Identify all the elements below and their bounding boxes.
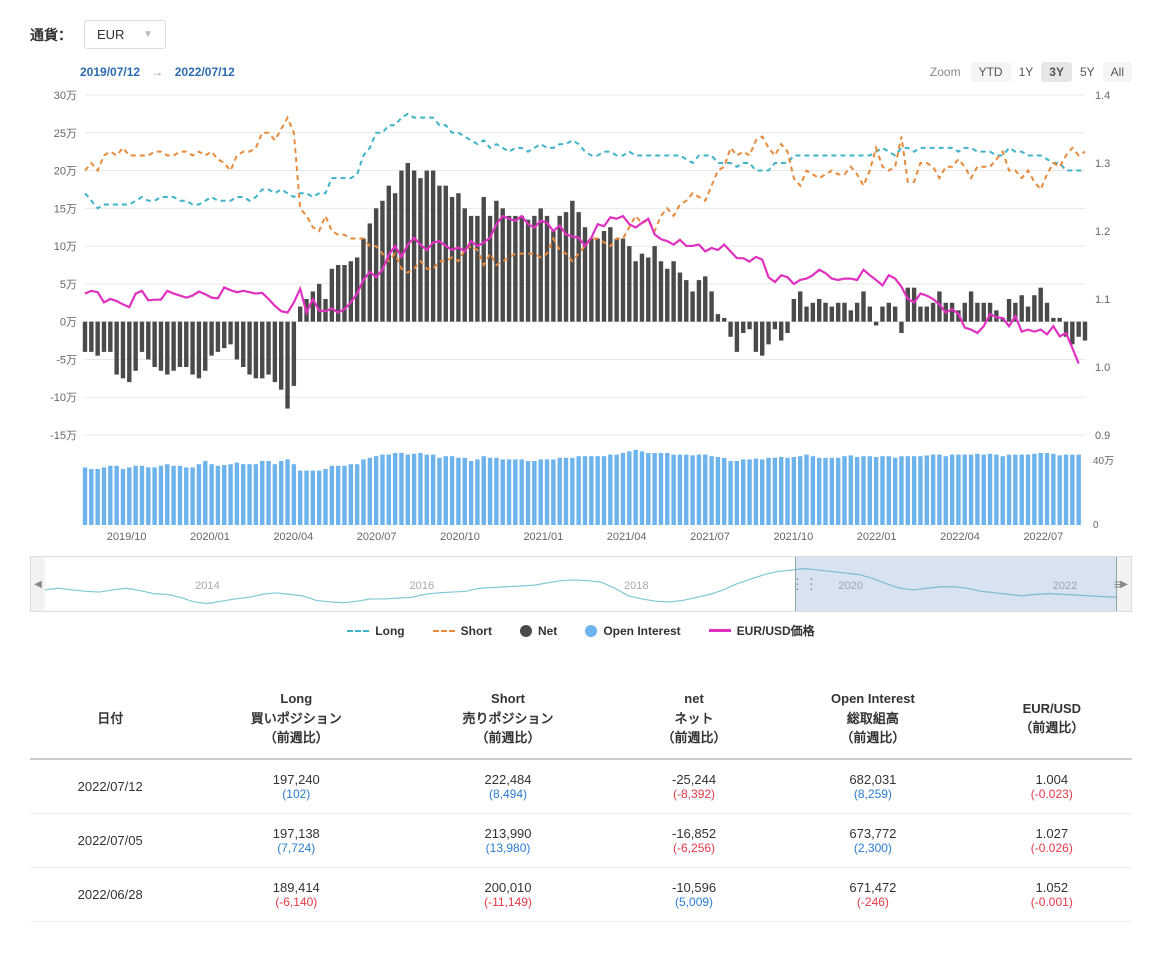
nav-handle-right[interactable]: ≡ [1114, 576, 1122, 592]
svg-text:1.0: 1.0 [1095, 362, 1110, 374]
legend-label: Net [538, 624, 557, 638]
legend-label: Open Interest [603, 624, 680, 638]
zoom-1y[interactable]: 1Y [1011, 62, 1042, 82]
main-chart[interactable]: -15万 -10万 -5万 0万 5万 10万 15万 20万 25万 30万 0.9 1.0 1.1 1… [30, 85, 1132, 550]
svg-text:2021/01: 2021/01 [523, 531, 563, 543]
svg-text:2022/07: 2022/07 [1023, 531, 1063, 543]
svg-text:2022/04: 2022/04 [940, 531, 980, 543]
column-header: Open Interest総取組高（前週比） [774, 679, 971, 759]
legend-item[interactable]: Open Interest [585, 622, 680, 639]
currency-select[interactable]: EUR ▼ [84, 20, 166, 49]
svg-text:2019/10: 2019/10 [107, 531, 147, 543]
column-header: Long買いポジション（前週比） [190, 679, 402, 759]
svg-text:2020/01: 2020/01 [190, 531, 230, 543]
currency-label: 通貨： [30, 25, 72, 45]
svg-text:2020/10: 2020/10 [440, 531, 480, 543]
svg-text:2016: 2016 [409, 580, 434, 592]
legend-label: Short [461, 624, 492, 638]
svg-text:0万: 0万 [60, 317, 77, 329]
column-header: netネット（前週比） [614, 679, 774, 759]
legend-label: Long [375, 624, 404, 638]
date-from[interactable]: 2019/07/12 [80, 65, 140, 79]
chevron-down-icon: ▼ [143, 29, 153, 40]
svg-text:2020/07: 2020/07 [357, 531, 397, 543]
svg-text:2018: 2018 [624, 580, 649, 592]
arrow-right-icon: → [151, 65, 163, 79]
svg-text:25万: 25万 [54, 128, 77, 140]
column-header: 日付 [30, 679, 190, 759]
svg-text:0.9: 0.9 [1095, 430, 1110, 442]
zoom-ytd[interactable]: YTD [971, 62, 1011, 82]
legend-item[interactable]: Net [520, 622, 557, 639]
svg-text:20万: 20万 [54, 166, 77, 178]
svg-text:1.2: 1.2 [1095, 226, 1110, 238]
svg-text:1.4: 1.4 [1095, 90, 1110, 102]
table-row: 2022/06/28189,414(-6,140)200,010(-11,149… [30, 867, 1132, 921]
svg-text:2021/10: 2021/10 [773, 531, 813, 543]
svg-text:-5万: -5万 [56, 354, 77, 366]
legend-item[interactable]: Short [433, 622, 492, 639]
svg-text:5万: 5万 [60, 279, 77, 291]
legend: Long Short Net Open Interest EUR/USD価格 [30, 622, 1132, 639]
svg-text:1.1: 1.1 [1095, 294, 1110, 306]
date-range: 2019/07/12 → 2022/07/12 [80, 65, 235, 79]
zoom-label: Zoom [930, 65, 961, 79]
zoom-all[interactable]: All [1103, 62, 1132, 82]
svg-text:-15万: -15万 [50, 430, 77, 442]
nav-left-button[interactable]: ◀ [31, 557, 45, 611]
svg-text:2021/04: 2021/04 [607, 531, 647, 543]
svg-text:40万: 40万 [1093, 456, 1114, 467]
column-header: EUR/USD（前週比） [972, 679, 1132, 759]
svg-text:1.3: 1.3 [1095, 158, 1110, 170]
svg-text:30万: 30万 [54, 90, 77, 102]
svg-text:2021/07: 2021/07 [690, 531, 730, 543]
svg-text:2014: 2014 [195, 580, 220, 592]
legend-item[interactable]: Long [347, 622, 404, 639]
svg-text:2022/01: 2022/01 [857, 531, 897, 543]
navigator[interactable]: ◀ 20142016201820202022 ⋮⋮ ≡ ▶ [30, 556, 1132, 612]
zoom-5y[interactable]: 5Y [1072, 62, 1103, 82]
column-header: Short売りポジション（前週比） [402, 679, 614, 759]
legend-label: EUR/USD価格 [737, 622, 815, 639]
zoom-controls: Zoom YTD1Y3Y5YAll [930, 65, 1132, 79]
table-row: 2022/07/05197,138(7,724)213,990(13,980)-… [30, 813, 1132, 867]
data-table: 日付Long買いポジション（前週比）Short売りポジション（前週比）netネッ… [30, 679, 1132, 922]
svg-text:15万: 15万 [54, 203, 77, 215]
svg-text:2020/04: 2020/04 [273, 531, 313, 543]
date-to[interactable]: 2022/07/12 [175, 65, 235, 79]
table-row: 2022/07/12197,240(102)222,484(8,494)-25,… [30, 759, 1132, 814]
svg-text:-10万: -10万 [50, 392, 77, 404]
nav-handle-left[interactable]: ⋮⋮ [790, 576, 818, 593]
svg-text:10万: 10万 [54, 241, 77, 253]
currency-value: EUR [97, 27, 124, 42]
svg-text:0: 0 [1093, 520, 1099, 531]
zoom-3y[interactable]: 3Y [1041, 62, 1072, 82]
legend-item[interactable]: EUR/USD価格 [709, 622, 815, 639]
